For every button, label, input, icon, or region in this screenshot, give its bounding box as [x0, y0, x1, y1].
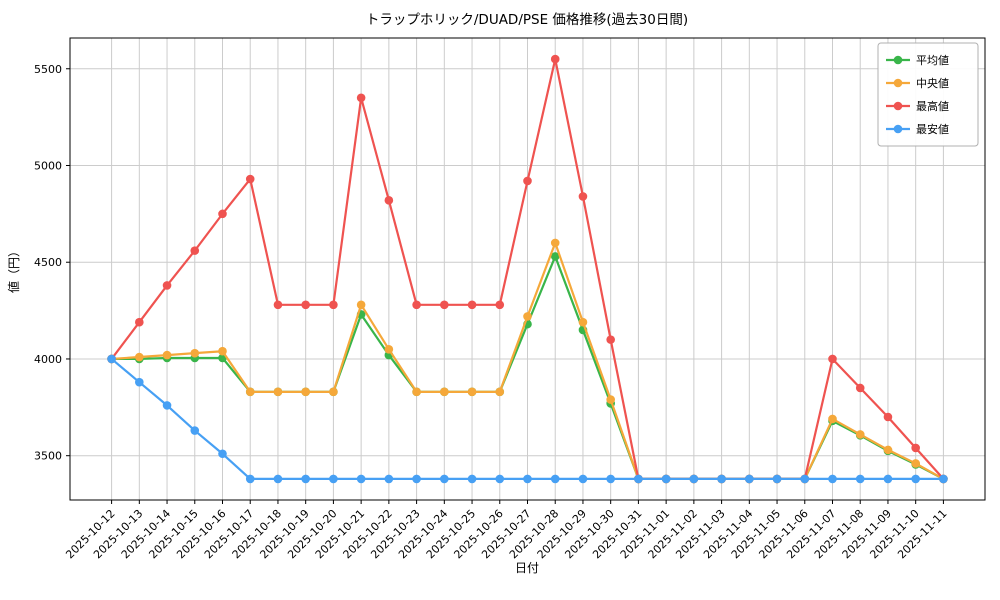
series-marker-min: [800, 474, 810, 484]
series-marker-min: [162, 401, 172, 410]
series-marker-median: [218, 346, 227, 356]
y-tick-label: 5500: [34, 63, 62, 76]
y-tick-label: 5000: [34, 159, 62, 172]
series-marker-max: [218, 209, 227, 219]
series-marker-max: [523, 176, 532, 186]
series-marker-min: [218, 449, 227, 459]
series-marker-median: [162, 350, 172, 360]
series-marker-median: [606, 395, 615, 404]
series-marker-min: [634, 474, 643, 484]
series-marker-max: [135, 317, 144, 327]
series-marker-min: [245, 474, 255, 484]
series-marker-median: [301, 387, 310, 397]
series-marker-median: [440, 387, 449, 397]
series-marker-min: [384, 474, 394, 484]
series-marker-min: [550, 474, 560, 484]
legend-marker-median: [893, 78, 903, 88]
series-marker-median: [412, 387, 421, 397]
legend-marker-min: [893, 124, 903, 134]
series-layer: [107, 54, 948, 484]
series-marker-max: [162, 281, 172, 290]
y-axis-label: 値（円）: [6, 245, 21, 293]
series-marker-median: [523, 312, 532, 321]
series-marker-median: [190, 348, 200, 358]
chart-title: トラップホリック/DUAD/PSE 価格推移(過去30日間): [366, 12, 688, 28]
series-marker-min: [190, 426, 200, 435]
series-marker-max: [301, 300, 310, 310]
series-marker-min: [911, 474, 920, 484]
series-marker-median: [356, 300, 366, 310]
y-tick-label: 4500: [34, 256, 62, 269]
series-marker-min: [467, 474, 477, 484]
series-marker-max: [578, 192, 588, 201]
series-marker-min: [772, 474, 782, 484]
series-marker-min: [883, 474, 893, 484]
series-marker-min: [689, 474, 699, 484]
series-marker-max: [550, 54, 560, 64]
series-marker-median: [135, 352, 144, 362]
series-marker-max: [245, 174, 255, 184]
series-marker-median: [828, 414, 837, 424]
series-marker-min: [301, 474, 310, 484]
series-marker-max: [883, 412, 893, 422]
series-marker-max: [384, 196, 394, 205]
series-marker-median: [495, 387, 505, 397]
series-marker-median: [245, 387, 255, 397]
series-marker-median: [550, 238, 560, 248]
series-marker-min: [135, 377, 144, 387]
series-marker-min: [273, 474, 283, 484]
series-marker-min: [495, 474, 505, 484]
series-marker-min: [745, 474, 754, 484]
series-marker-max: [606, 335, 615, 344]
series-marker-min: [717, 474, 726, 484]
series-marker-max: [440, 300, 449, 310]
x-axis-label: 日付: [515, 561, 539, 575]
series-marker-max: [329, 300, 338, 310]
series-marker-max: [855, 383, 865, 393]
series-marker-max: [467, 300, 477, 310]
legend-frame: [877, 42, 979, 147]
series-marker-median: [911, 459, 920, 468]
series-marker-median: [273, 387, 283, 397]
axes-layer: 350040004500500055002025-10-122025-10-13…: [34, 37, 986, 561]
series-marker-max: [412, 300, 421, 310]
y-tick-label: 4000: [34, 353, 62, 366]
series-marker-min: [855, 474, 865, 484]
y-tick-label: 3500: [34, 450, 62, 463]
series-marker-average: [550, 252, 560, 261]
legend-label-average: 平均値: [916, 54, 949, 67]
series-marker-median: [384, 344, 394, 354]
series-marker-min: [606, 474, 615, 484]
series-marker-min: [578, 474, 588, 484]
legend-marker-max: [893, 101, 903, 111]
series-marker-min: [661, 474, 671, 484]
series-marker-median: [467, 387, 477, 397]
legend-label-max: 最高値: [916, 99, 949, 113]
series-marker-max: [495, 300, 505, 310]
legend-label-median: 中央値: [916, 77, 949, 90]
series-marker-median: [855, 430, 865, 439]
series-marker-max: [190, 246, 200, 255]
series-marker-median: [883, 445, 893, 455]
series-marker-min: [523, 474, 532, 484]
grid-layer: [70, 38, 985, 500]
series-marker-min: [440, 474, 449, 484]
legend-label-min: 最安値: [916, 122, 949, 136]
series-marker-min: [412, 474, 421, 484]
series-marker-min: [356, 474, 366, 484]
series-marker-min: [828, 474, 837, 484]
series-marker-min: [939, 474, 948, 484]
series-marker-median: [578, 317, 588, 327]
series-marker-max: [273, 300, 283, 310]
series-marker-min: [107, 354, 116, 364]
series-marker-min: [329, 474, 338, 484]
series-marker-max: [911, 443, 920, 453]
legend-marker-average: [893, 55, 903, 65]
series-marker-max: [828, 354, 837, 364]
series-marker-max: [356, 93, 366, 103]
series-marker-median: [329, 387, 338, 397]
